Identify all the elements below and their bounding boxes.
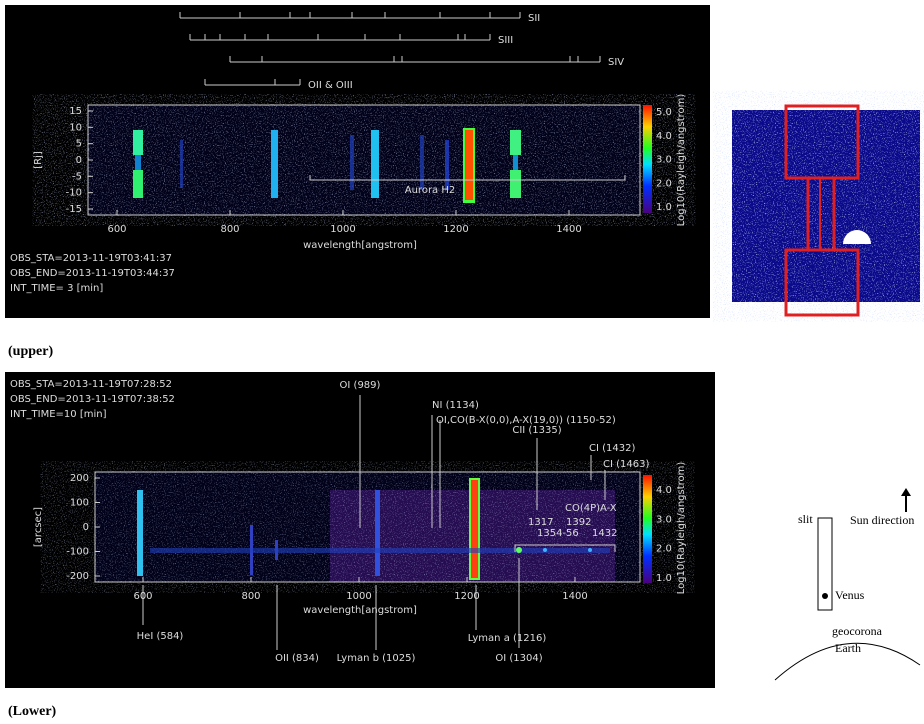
aurora-bracket (309, 175, 626, 181)
line-label: CI (1432) (589, 443, 635, 454)
line-id-label: SII (528, 13, 540, 24)
lower-panel: [arcsec] wavelength[angstrom] Log10(Rayl… (5, 372, 715, 688)
colorbar-tick-label: 3.0 (656, 514, 672, 525)
noise (88, 105, 640, 215)
obs-info: OBS_STA=2013-11-19T07:28:52 (10, 379, 172, 390)
y-tick-label: 15 (69, 106, 82, 117)
line-id-label: OII & OIII (308, 80, 353, 91)
y-tick-label: 5 (76, 139, 82, 150)
geometry-diagram: slit Sun direction Venus geocorona Earth (774, 488, 921, 681)
line-label: 1432 (592, 528, 617, 539)
y-tick-label: 0 (83, 522, 89, 533)
slit-label: slit (798, 512, 813, 526)
colorbar (643, 105, 652, 213)
colorbar-label: Log10(Rayleigh/angstrom) (676, 94, 687, 227)
caption: (Lower) (8, 704, 57, 719)
leader-lines (142, 395, 616, 650)
x-tick-label: 800 (220, 224, 239, 235)
line-label: NI (1134) (432, 400, 479, 411)
colorbar-label: Log10(Rayleigh/angstrom) (676, 462, 687, 595)
emission-columns (137, 478, 610, 580)
colorbar-tick-label: 1.0 (656, 573, 672, 584)
x-tick-label: 1400 (556, 224, 581, 235)
emission-columns (133, 128, 521, 203)
line-label: HeI (584) (137, 631, 184, 642)
y-tick-label: 0 (76, 155, 82, 166)
line-label: CI (1463) (603, 459, 649, 470)
line-label: OI,CO(B-X(0,0),A-X(19,0)) (1150-52) (436, 415, 616, 426)
line-id-label: SIII (498, 35, 513, 46)
x-axis-label: wavelength[angstrom] (303, 240, 417, 251)
line-id-label: SIV (608, 57, 624, 68)
upper-panel: Aurora H2 [Rj] wavelength[angstrom] Log1… (5, 5, 710, 318)
colorbar-tick-label: 1.0 (656, 202, 672, 213)
caption: (upper) (8, 344, 53, 359)
line-label: OII (834) (275, 653, 319, 664)
colorbar-tick-label: 4.0 (656, 485, 672, 496)
earth-label: Earth (835, 641, 861, 655)
venus-label: Venus (835, 588, 865, 602)
line-label: 1392 (566, 517, 591, 528)
y-tick-label: 10 (69, 122, 82, 133)
line-label: Lyman a (1216) (468, 633, 547, 644)
x-tick-label: 1200 (454, 591, 479, 602)
y-axis-label: [arcsec] (33, 507, 44, 547)
colorbar-tick-label: 2.0 (656, 178, 672, 189)
line-label: Lyman b (1025) (337, 653, 416, 664)
colorbar-tick-label: 3.0 (656, 155, 672, 166)
slit-image (732, 104, 920, 317)
y-tick-label: -200 (66, 571, 89, 582)
x-tick-label: 1400 (562, 591, 587, 602)
y-axis-label: [Rj] (33, 151, 44, 169)
obs-info: INT_TIME=10 [min] (10, 409, 107, 420)
line-label: OI (1304) (495, 653, 542, 664)
x-tick-label: 1000 (330, 224, 355, 235)
y-tick-label: -5 (72, 171, 82, 182)
line-label: 1317 (528, 517, 553, 528)
obs-info: INT_TIME= 3 [min] (10, 283, 103, 294)
y-tick-label: -15 (66, 204, 82, 215)
y-tick-label: -10 (66, 188, 82, 199)
obs-info: OBS_END=2013-11-19T03:44:37 (10, 268, 175, 279)
obs-info: OBS_END=2013-11-19T07:38:52 (10, 394, 175, 405)
x-tick-label: 800 (241, 591, 260, 602)
obs-info: OBS_STA=2013-11-19T03:41:37 (10, 253, 172, 264)
colorbar-tick-label: 5.0 (656, 107, 672, 118)
line-label: OI (989) (340, 380, 381, 391)
line-label: 1354-56 (537, 528, 579, 539)
x-tick-label: 1000 (346, 591, 371, 602)
colorbar-tick-label: 2.0 (656, 544, 672, 555)
line-label: CO(4P)A-X (565, 503, 617, 514)
y-tick-label: -100 (66, 547, 89, 558)
x-tick-label: 600 (107, 224, 126, 235)
colorbar (643, 475, 652, 583)
noise (95, 472, 640, 582)
line-label: CII (1335) (512, 425, 561, 436)
x-tick-label: 1200 (443, 224, 468, 235)
x-tick-label: 600 (133, 591, 152, 602)
sun-label: Sun direction (850, 513, 914, 527)
x-axis-label: wavelength[angstrom] (303, 605, 417, 616)
colorbar-tick-label: 4.0 (656, 131, 672, 142)
y-tick-label: 100 (70, 498, 89, 509)
y-tick-label: 200 (70, 473, 89, 484)
annotation: Aurora H2 (405, 185, 456, 196)
geocorona-label: geocorona (832, 624, 883, 638)
